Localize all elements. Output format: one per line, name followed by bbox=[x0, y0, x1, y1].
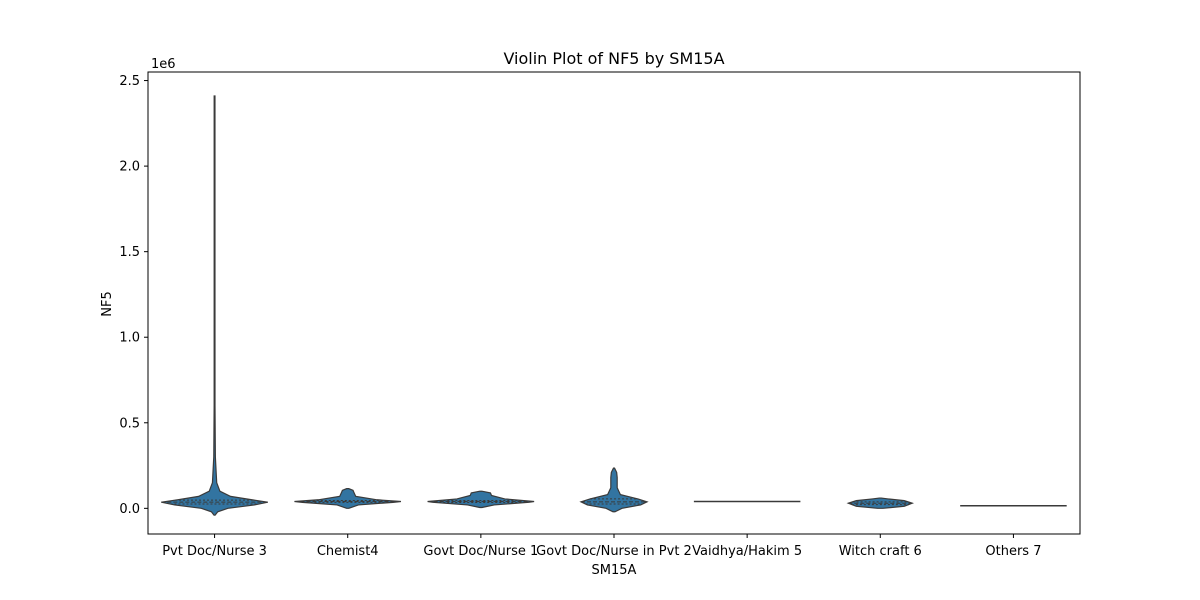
x-tick-label: Chemist4 bbox=[317, 544, 379, 559]
x-axis-ticks: Pvt Doc/Nurse 3 Chemist4 Govt Doc/Nurse 1G… bbox=[162, 534, 1041, 559]
x-tick-label: Others 7 bbox=[985, 544, 1041, 559]
violins-group bbox=[161, 95, 1067, 516]
y-tick-label: 2.5 bbox=[119, 74, 140, 89]
x-tick-label: Govt Doc/Nurse 1 bbox=[423, 544, 538, 559]
y-tick-label: 1.5 bbox=[119, 245, 140, 260]
violin-body bbox=[294, 488, 402, 509]
x-tick-label: Vaidhya/Hakim 5 bbox=[692, 544, 802, 559]
x-tick-label: Witch craft 6 bbox=[839, 544, 922, 559]
y-axis-label: NF5 bbox=[100, 291, 115, 316]
violin-body bbox=[579, 467, 649, 513]
x-tick-label: Pvt Doc/Nurse 3 bbox=[162, 544, 267, 559]
chart-title: Violin Plot of NF5 by SM15A bbox=[503, 49, 724, 68]
y-tick-label: 0.5 bbox=[119, 416, 140, 431]
x-tick-label: Govt Doc/Nurse in Pvt 2 bbox=[536, 544, 692, 559]
violin-body bbox=[161, 95, 268, 516]
x-axis-label: SM15A bbox=[592, 563, 637, 578]
violin-body bbox=[427, 490, 535, 509]
y-tick-label: 0.0 bbox=[119, 502, 140, 517]
plot-area-frame bbox=[147, 71, 1081, 535]
y-offset-text: 1e6 bbox=[151, 57, 176, 72]
y-tick-label: 1.0 bbox=[119, 331, 140, 346]
y-axis-ticks: 0.0 0.5 1.0 1.5 2.0 2.5 bbox=[119, 74, 148, 517]
y-tick-label: 2.0 bbox=[119, 160, 140, 175]
